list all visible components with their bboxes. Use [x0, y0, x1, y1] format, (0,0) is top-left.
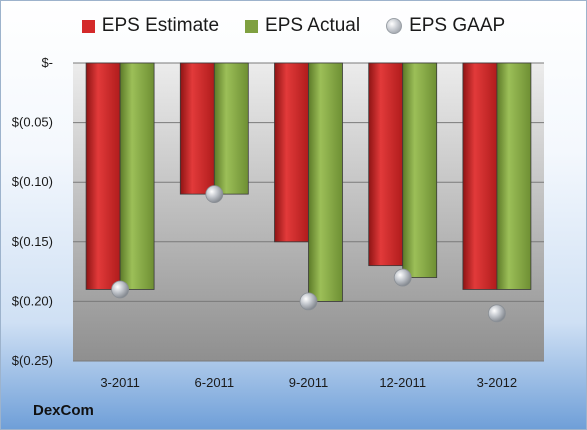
- bar-eps-estimate: [462, 62, 498, 290]
- y-tick-label: $(0.15): [12, 234, 53, 249]
- point-eps-gaap: [487, 304, 506, 323]
- x-tick-label: 9-2011: [289, 375, 329, 390]
- bar-eps-actual: [119, 62, 155, 290]
- y-tick-label: $-: [41, 55, 53, 70]
- point-eps-gaap: [205, 185, 224, 204]
- company-name: DexCom: [33, 402, 94, 419]
- legend: EPS Estimate EPS Actual EPS GAAP: [1, 15, 586, 37]
- y-tick-label: $(0.05): [12, 115, 53, 130]
- legend-label-eps-actual: EPS Actual: [265, 15, 361, 36]
- point-eps-gaap: [393, 268, 412, 287]
- bar-eps-estimate: [179, 62, 215, 195]
- legend-item-eps-actual: EPS Actual: [245, 15, 360, 37]
- x-tick-label: 6-2011: [195, 375, 235, 390]
- bar-eps-actual: [213, 62, 249, 195]
- bar-eps-estimate: [368, 62, 404, 267]
- point-eps-gaap: [111, 280, 129, 299]
- legend-marker-eps-gaap: [386, 18, 403, 34]
- legend-swatch-eps-actual: [245, 19, 259, 33]
- y-tick-label: $(0.20): [12, 293, 53, 308]
- y-tick-label: $(0.25): [12, 353, 53, 368]
- x-tick-label: 3-2012: [477, 375, 517, 390]
- legend-item-eps-gaap: EPS GAAP: [386, 15, 505, 37]
- legend-label-eps-gaap: EPS GAAP: [409, 15, 506, 36]
- legend-label-eps-estimate: EPS Estimate: [101, 15, 220, 36]
- bar-eps-estimate: [85, 62, 121, 290]
- legend-item-eps-estimate: EPS Estimate: [81, 15, 220, 37]
- x-tick-label: 3-2011: [100, 375, 140, 390]
- y-tick-label: $(0.10): [12, 174, 53, 189]
- bar-eps-estimate: [274, 62, 309, 243]
- bar-eps-actual: [308, 62, 343, 302]
- point-eps-gaap: [299, 292, 318, 311]
- bar-eps-actual: [496, 62, 532, 290]
- bar-eps-actual: [402, 62, 438, 278]
- legend-swatch-eps-estimate: [81, 19, 95, 33]
- x-tick-label: 12-2011: [379, 375, 426, 390]
